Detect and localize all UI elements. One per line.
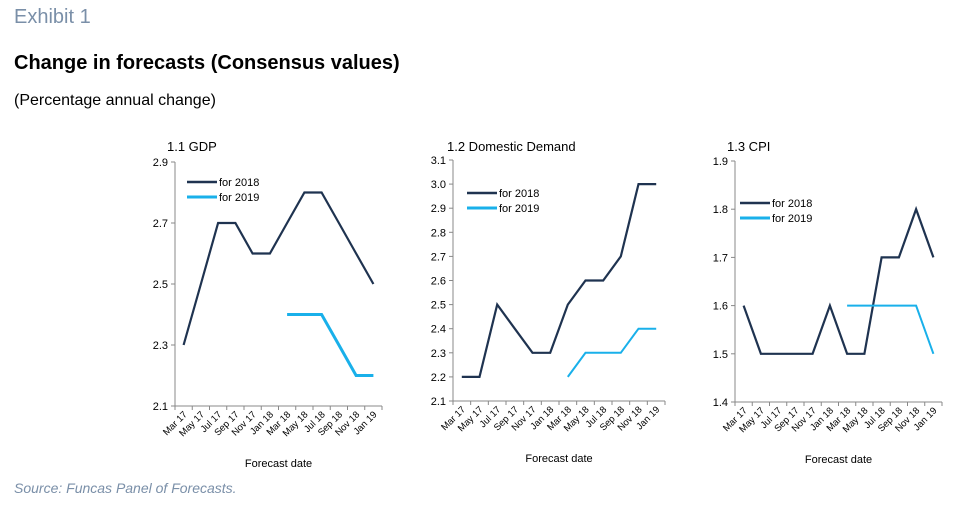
- y-tick-label: 2.2: [431, 372, 446, 384]
- y-tick-label: 2.4: [431, 324, 446, 336]
- y-tick-label: 1.7: [713, 252, 728, 264]
- y-tick-label: 2.9: [153, 157, 168, 169]
- legend-label: for 2019: [772, 213, 812, 225]
- y-tick-label: 1.4: [713, 397, 728, 409]
- y-tick-label: 1.6: [713, 301, 728, 313]
- y-tick-label: 3.0: [431, 179, 446, 191]
- exhibit-label: Exhibit 1: [14, 6, 91, 28]
- y-tick-label: 1.8: [713, 204, 728, 216]
- y-tick-label: 2.5: [431, 300, 446, 312]
- x-axis-label: Forecast date: [245, 458, 312, 470]
- y-tick-label: 2.1: [431, 396, 446, 408]
- y-tick-label: 1.5: [713, 349, 728, 361]
- source-note: Source: Funcas Panel of Forecasts.: [14, 480, 237, 496]
- y-tick-label: 2.5: [153, 279, 168, 291]
- y-tick-label: 2.8: [431, 227, 446, 239]
- legend-label: for 2018: [499, 188, 539, 200]
- chart-title: 1.1 GDP: [167, 139, 217, 154]
- y-tick-label: 2.1: [153, 401, 168, 413]
- y-tick-label: 2.6: [431, 276, 446, 288]
- legend-label: for 2018: [219, 177, 259, 189]
- series-line-for-2018: [461, 182, 657, 378]
- chart-title: 1.2 Domestic Demand: [447, 139, 576, 154]
- chart-title: 1.3 CPI: [727, 139, 770, 154]
- legend-label: for 2019: [219, 192, 259, 204]
- y-tick-label: 3.1: [431, 155, 446, 167]
- series-line-for-2019: [847, 304, 935, 355]
- y-tick-label: 2.7: [153, 218, 168, 230]
- y-tick-label: 2.3: [153, 340, 168, 352]
- page-title: Change in forecasts (Consensus values): [14, 52, 400, 74]
- legend-label: for 2019: [499, 203, 539, 215]
- y-tick-label: 1.9: [713, 156, 728, 168]
- series-line-for-2018: [182, 191, 375, 346]
- series-line-for-2018: [742, 205, 935, 355]
- y-tick-label: 2.3: [431, 348, 446, 360]
- y-tick-label: 2.7: [431, 251, 446, 263]
- page-subtitle: (Percentage annual change): [14, 92, 216, 109]
- series-line-for-2019: [566, 327, 657, 378]
- x-axis-label: Forecast date: [805, 454, 872, 466]
- legend-label: for 2018: [772, 198, 812, 210]
- x-axis-label: Forecast date: [525, 453, 592, 465]
- y-tick-label: 2.9: [431, 203, 446, 215]
- series-line-for-2019: [287, 313, 374, 377]
